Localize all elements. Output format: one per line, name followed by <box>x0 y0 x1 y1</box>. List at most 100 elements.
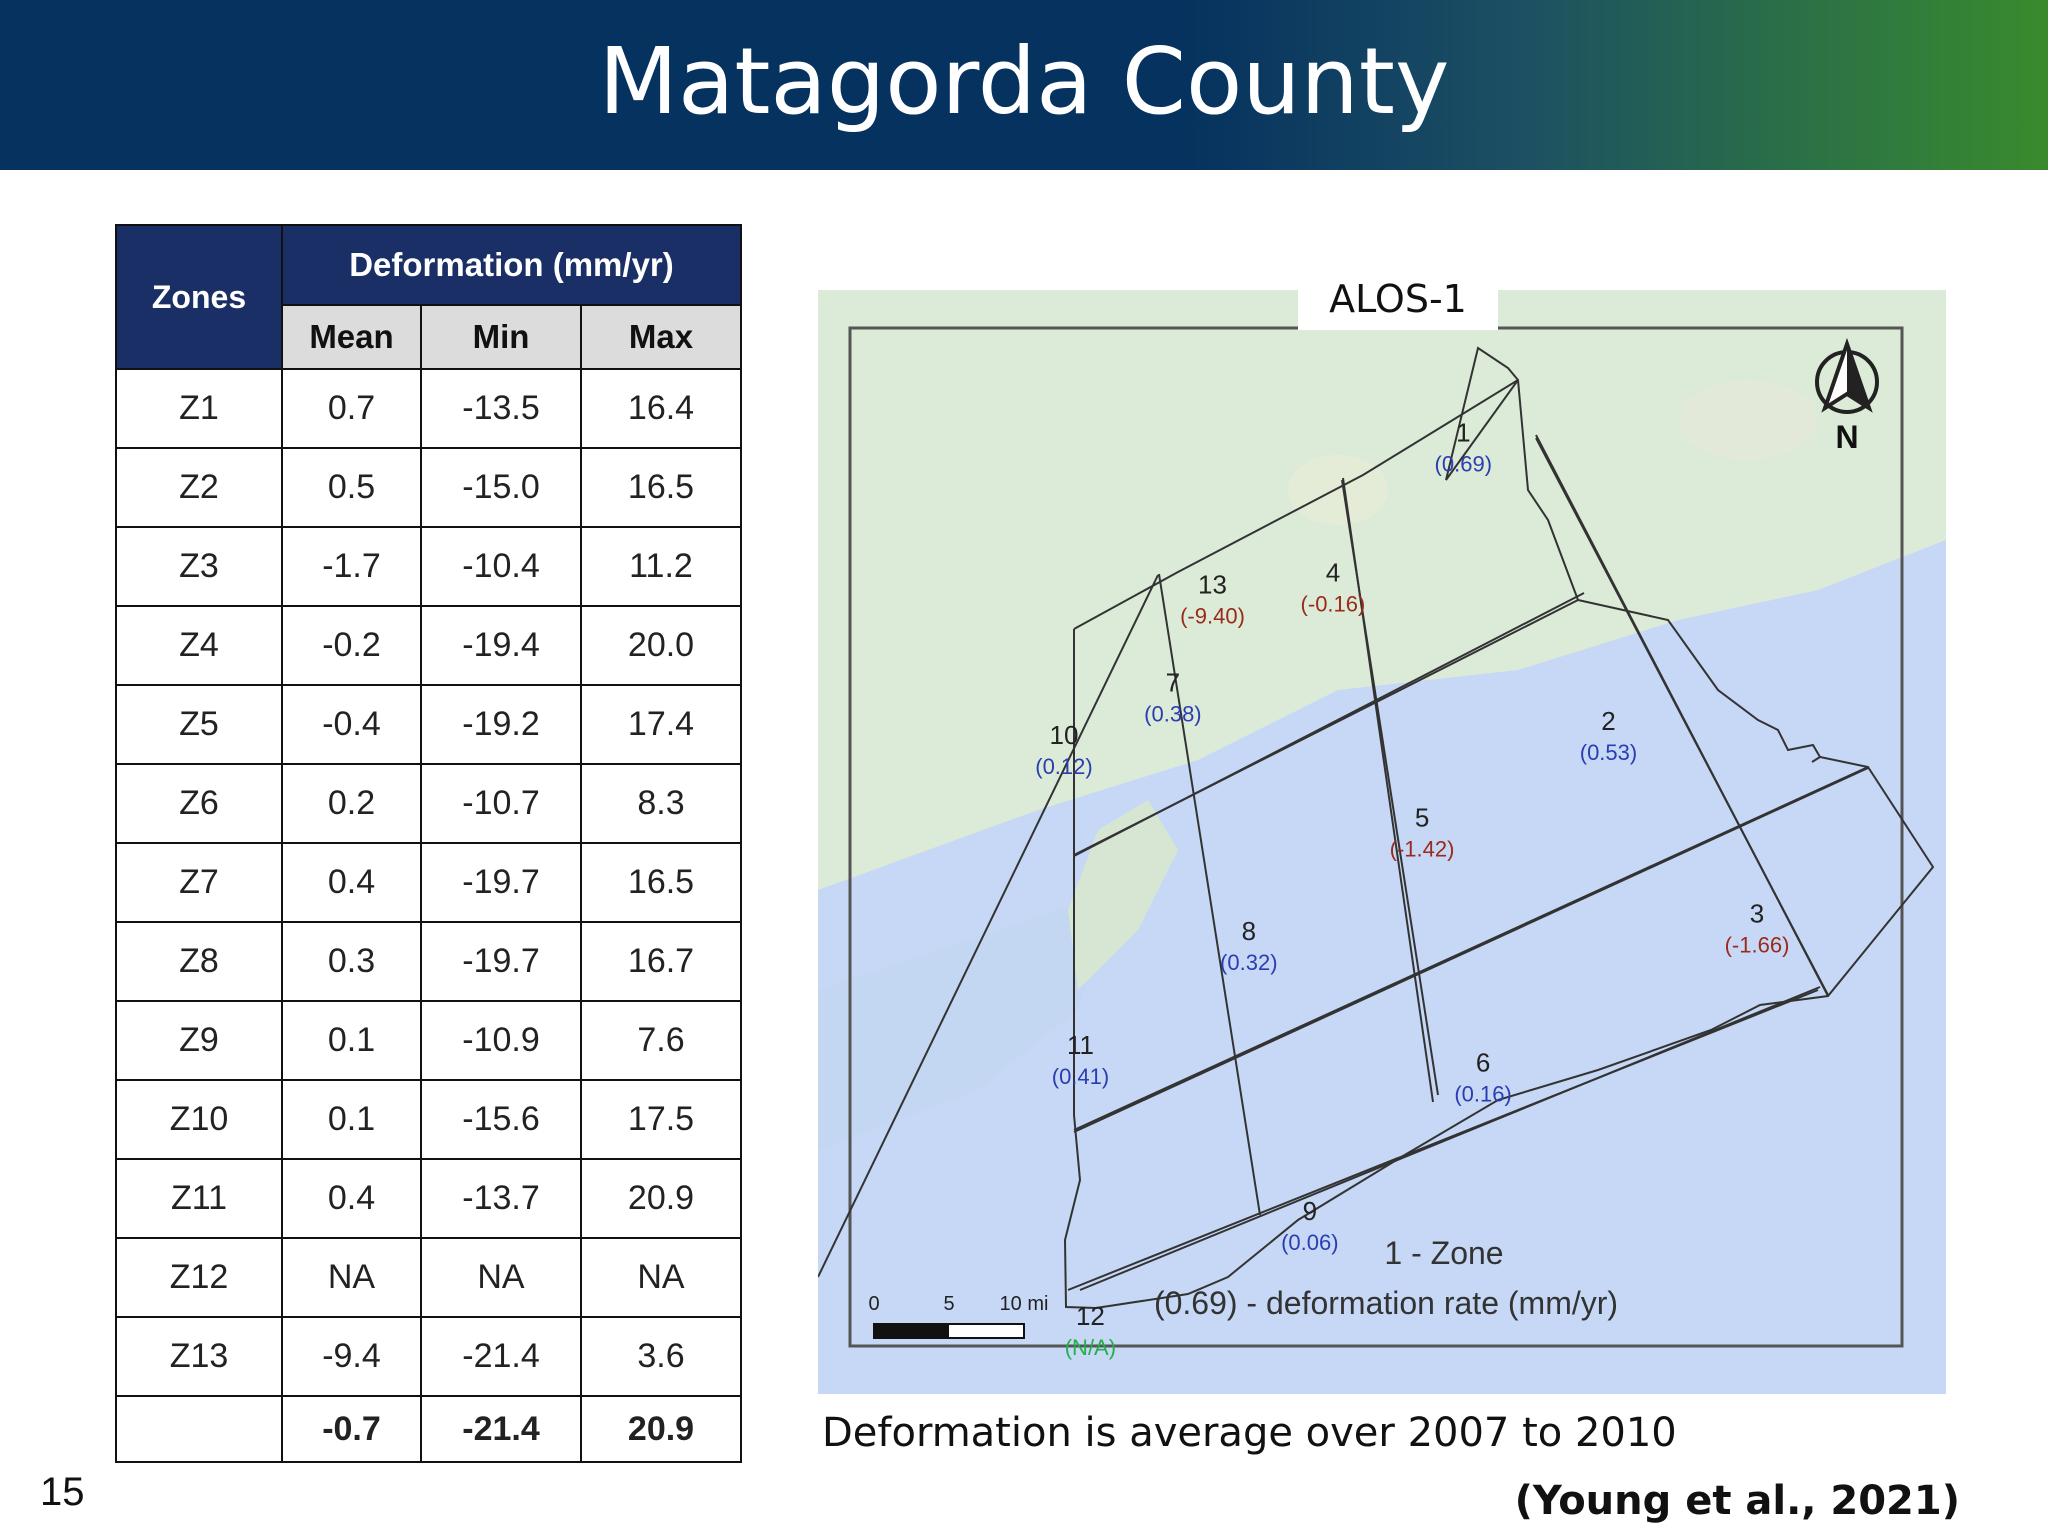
zone-cell: Z11 <box>115 1158 283 1239</box>
deformation-table: Zones Deformation (mm/yr) Mean Min Max Z… <box>115 224 742 1463</box>
mean-cell: -0.7 <box>281 1395 422 1463</box>
zone-cell: Z13 <box>115 1316 283 1397</box>
mean-cell: -1.7 <box>281 526 422 607</box>
min-cell: -21.4 <box>420 1395 582 1463</box>
zone-cell: Z9 <box>115 1000 283 1081</box>
zone-number: 2 <box>1601 706 1615 736</box>
zone-rate: (N/A) <box>1065 1335 1116 1360</box>
max-cell: 3.6 <box>580 1316 742 1397</box>
map-sensor-label: ALOS-1 <box>1298 268 1498 330</box>
legend-zone: 1 - Zone <box>1384 1235 1503 1271</box>
min-cell: -21.4 <box>420 1316 582 1397</box>
page-number: 15 <box>40 1470 85 1514</box>
zone-rate: (0.41) <box>1052 1064 1109 1089</box>
table-row: Z4 -0.2 -19.4 20.0 <box>115 605 742 686</box>
zone-cell: Z2 <box>115 447 283 528</box>
total-row: -0.7 -21.4 20.9 <box>115 1395 742 1463</box>
table-row: Z11 0.4 -13.7 20.9 <box>115 1158 742 1239</box>
slide-title: Matagorda County <box>598 28 1450 135</box>
min-cell: -15.6 <box>420 1079 582 1160</box>
town-area <box>1288 455 1388 525</box>
zone-rate: (0.12) <box>1035 754 1092 779</box>
zone-cell: Z7 <box>115 842 283 923</box>
max-cell: NA <box>580 1237 742 1318</box>
table-row: Z9 0.1 -10.9 7.6 <box>115 1000 742 1081</box>
legend-rate: (0.69) - deformation rate (mm/yr) <box>1154 1285 1618 1321</box>
zone-rate: (0.53) <box>1580 740 1637 765</box>
min-cell: -19.7 <box>420 921 582 1002</box>
zone-cell: Z10 <box>115 1079 283 1160</box>
min-cell: -15.0 <box>420 447 582 528</box>
table-row: Z13 -9.4 -21.4 3.6 <box>115 1316 742 1397</box>
max-cell: 16.5 <box>580 842 742 923</box>
mean-cell: 0.3 <box>281 921 422 1002</box>
table-row: Z3 -1.7 -10.4 11.2 <box>115 526 742 607</box>
zone-cell: Z3 <box>115 526 283 607</box>
min-cell: -13.5 <box>420 368 582 449</box>
mean-header: Mean <box>281 304 422 370</box>
mean-cell: 0.7 <box>281 368 422 449</box>
north-label: N <box>1835 419 1858 455</box>
scale-label-5: 5 <box>943 1293 954 1315</box>
max-cell: 11.2 <box>580 526 742 607</box>
zone-cell: Z1 <box>115 368 283 449</box>
zone-number: 12 <box>1076 1301 1105 1331</box>
table-row: Z6 0.2 -10.7 8.3 <box>115 763 742 844</box>
scale-bar: 0 5 10 mi <box>868 1293 1048 1339</box>
zone-cell: Z8 <box>115 921 283 1002</box>
mean-cell: 0.4 <box>281 1158 422 1239</box>
zone-map: 1 (0.69) 2 (0.53) 3 (-1.66) 4 (-0.16) 5 (-1.42) 6 (… <box>818 290 1946 1394</box>
zone-number: 10 <box>1050 720 1079 750</box>
north-arrow: N <box>1815 337 1879 455</box>
zones-header: Zones <box>115 224 283 370</box>
min-cell: -19.2 <box>420 684 582 765</box>
mean-cell: -9.4 <box>281 1316 422 1397</box>
mean-cell: -0.2 <box>281 605 422 686</box>
max-cell: 16.4 <box>580 368 742 449</box>
zone-cell: Z4 <box>115 605 283 686</box>
max-cell: 16.5 <box>580 447 742 528</box>
zone-rate: (0.38) <box>1144 702 1201 727</box>
max-cell: 20.0 <box>580 605 742 686</box>
min-header: Min <box>420 304 582 370</box>
table-row: Z2 0.5 -15.0 16.5 <box>115 447 742 528</box>
zone-number: 4 <box>1326 557 1340 587</box>
zone-rate: (-1.66) <box>1725 933 1790 958</box>
mean-cell: -0.4 <box>281 684 422 765</box>
zone-number: 3 <box>1750 899 1764 929</box>
zone-labels: 1 (0.69) 2 (0.53) 3 (-1.66) 4 (-0.16) 5 (-1.42) 6 (… <box>1035 417 1789 1360</box>
max-cell: 8.3 <box>580 763 742 844</box>
zone-cell <box>115 1395 283 1463</box>
table-row: Z12 NA NA NA <box>115 1237 742 1318</box>
zone-rate: (0.06) <box>1281 1230 1338 1255</box>
mean-cell: 0.4 <box>281 842 422 923</box>
table-body: Z1 0.7 -13.5 16.4 Z2 0.5 -15.0 16.5 Z3 -1.7 -10.4 1… <box>115 368 742 1463</box>
max-header: Max <box>580 304 742 370</box>
zone-rate: (0.69) <box>1435 451 1492 476</box>
zone-number: 7 <box>1166 668 1180 698</box>
mean-cell: 0.5 <box>281 447 422 528</box>
scale-label-0: 0 <box>868 1293 879 1315</box>
zone-number: 8 <box>1242 916 1256 946</box>
bay-area <box>818 890 1118 1150</box>
max-cell: 16.7 <box>580 921 742 1002</box>
max-cell: 7.6 <box>580 1000 742 1081</box>
title-banner <box>0 0 2048 170</box>
mean-cell: NA <box>281 1237 422 1318</box>
max-cell: 17.4 <box>580 684 742 765</box>
zone-number: 9 <box>1303 1196 1317 1226</box>
zone-number: 13 <box>1198 570 1227 600</box>
zone-lines <box>1067 437 1869 1291</box>
max-cell: 20.9 <box>580 1395 742 1463</box>
zone-number: 5 <box>1415 802 1429 832</box>
zone-rate: (0.32) <box>1220 950 1277 975</box>
zone-rate: (-1.42) <box>1390 836 1455 861</box>
min-cell: -10.4 <box>420 526 582 607</box>
table-row: Z10 0.1 -15.6 17.5 <box>115 1079 742 1160</box>
citation: (Young et al., 2021) <box>1514 1478 1960 1524</box>
mean-cell: 0.2 <box>281 763 422 844</box>
table-row: Z8 0.3 -19.7 16.7 <box>115 921 742 1002</box>
min-cell: -13.7 <box>420 1158 582 1239</box>
min-cell: -19.4 <box>420 605 582 686</box>
mean-cell: 0.1 <box>281 1000 422 1081</box>
